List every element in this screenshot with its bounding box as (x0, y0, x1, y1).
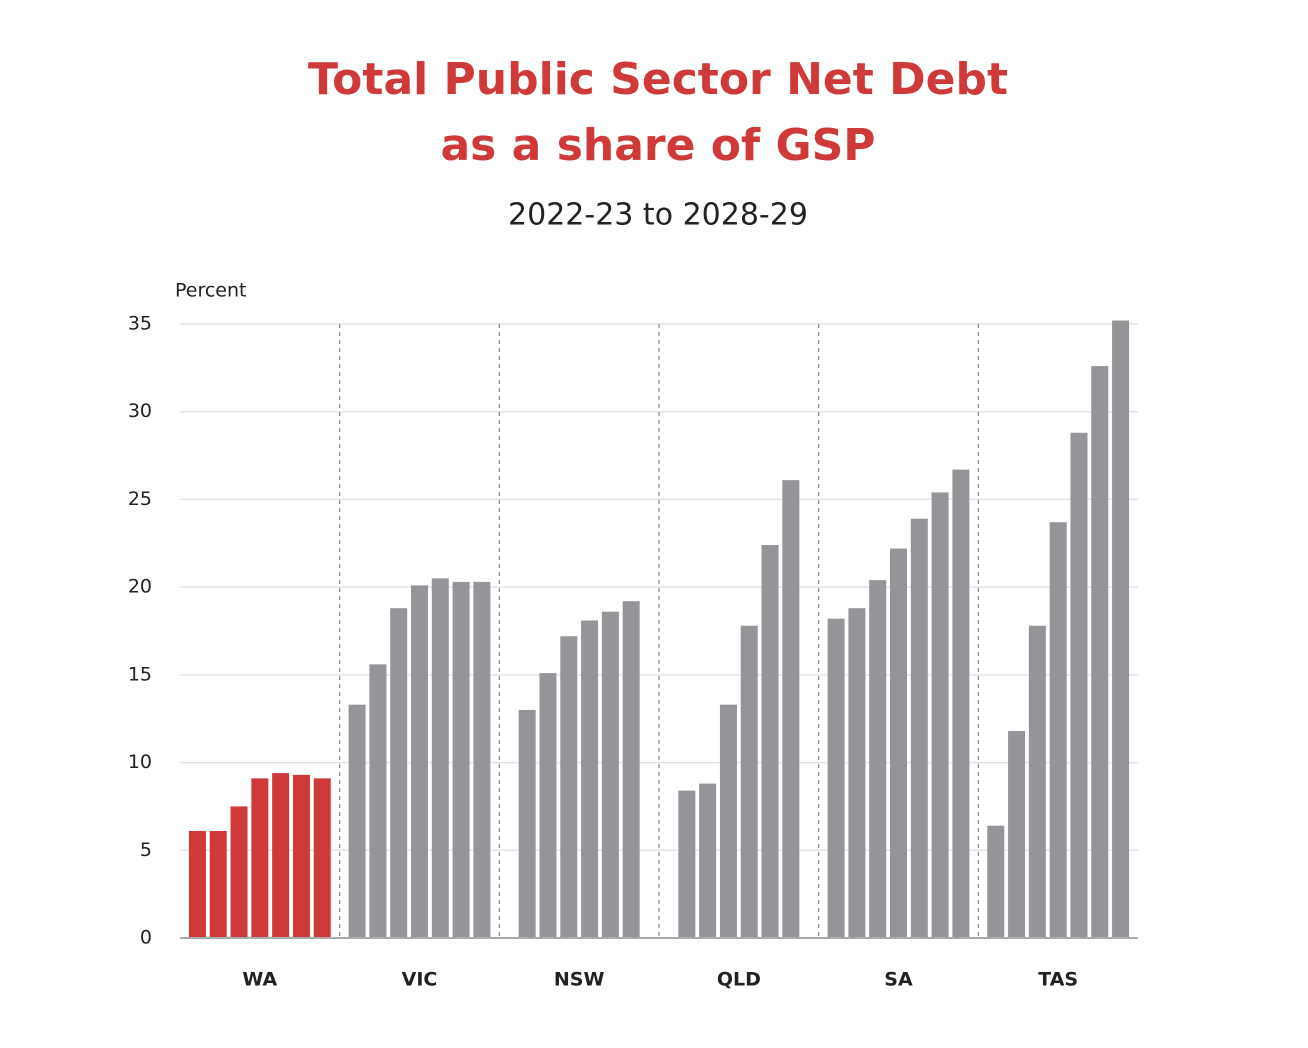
y-tick-label: 30 (128, 400, 152, 422)
bar (740, 625, 758, 938)
bar (622, 601, 640, 938)
bar (952, 469, 970, 938)
y-axis-label: Percent (175, 280, 247, 302)
bar (230, 806, 248, 938)
x-tick-label: WA (242, 969, 277, 991)
bar (827, 618, 845, 938)
bar (987, 825, 1005, 938)
bar (1049, 522, 1067, 938)
bar (369, 664, 387, 938)
bar (761, 545, 779, 938)
bar (539, 673, 557, 938)
bar (452, 581, 470, 938)
bar (411, 585, 428, 938)
y-tick-label: 0 (140, 927, 152, 949)
y-tick-label: 10 (128, 751, 152, 773)
y-tick-label: 35 (128, 313, 152, 335)
bar (431, 578, 449, 938)
bar (782, 480, 800, 938)
bar (581, 620, 599, 938)
chart-title: Total Public Sector Net Debt (308, 54, 1008, 105)
bar (292, 774, 310, 938)
bar (390, 608, 408, 938)
bar (518, 709, 536, 938)
bar (209, 830, 227, 938)
bar (560, 636, 578, 938)
bar (931, 492, 949, 938)
bar (348, 704, 366, 938)
bar (601, 611, 619, 938)
x-tick-label: VIC (402, 969, 438, 991)
bar (699, 783, 717, 938)
bar (1070, 432, 1088, 938)
x-tick-label: NSW (554, 969, 605, 991)
bar (473, 581, 491, 938)
bar (719, 704, 737, 938)
x-tick-label: SA (884, 969, 913, 991)
bar (910, 518, 928, 938)
bar (1112, 320, 1130, 938)
bar (1028, 625, 1046, 938)
chart-subtitle: 2022-23 to 2028-29 (508, 198, 808, 233)
bar (251, 778, 269, 938)
bar (272, 773, 290, 938)
y-tick-label: 5 (140, 839, 152, 861)
bar (848, 608, 866, 938)
bar (869, 580, 887, 938)
y-tick-label: 20 (128, 576, 152, 598)
bar (1008, 730, 1026, 938)
chart-title: as a share of GSP (440, 120, 875, 171)
bar (313, 778, 331, 938)
bar (678, 790, 696, 938)
y-tick-label: 15 (128, 663, 152, 685)
bar (1091, 366, 1109, 938)
bar (188, 830, 206, 938)
y-tick-label: 25 (128, 488, 152, 510)
x-tick-label: QLD (717, 969, 761, 991)
bar (890, 548, 907, 938)
x-tick-label: TAS (1038, 969, 1078, 991)
